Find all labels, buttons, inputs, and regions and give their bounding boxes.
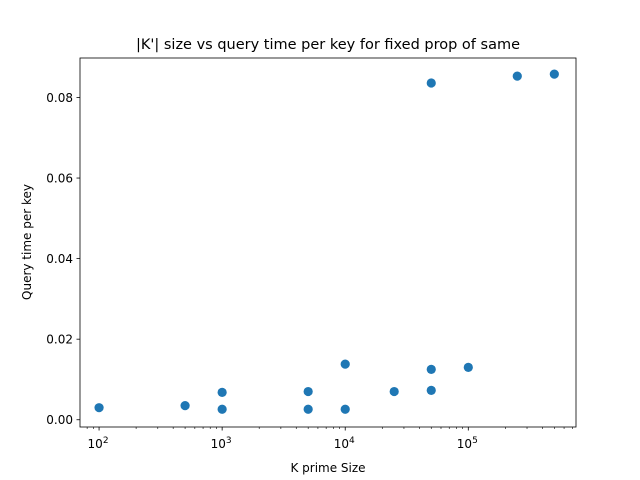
x-tick-label-base: 10 bbox=[457, 437, 472, 451]
data-point bbox=[340, 359, 350, 369]
y-axis-label: Query time per key bbox=[20, 184, 34, 300]
data-point bbox=[426, 364, 436, 374]
y-tick-label: 0.02 bbox=[46, 332, 73, 346]
data-point bbox=[217, 387, 227, 397]
data-point bbox=[426, 78, 436, 88]
x-tick-label-base: 10 bbox=[88, 437, 103, 451]
axes-frame bbox=[79, 57, 577, 428]
data-point bbox=[217, 404, 227, 414]
x-tick-label-base: 10 bbox=[211, 437, 226, 451]
data-point bbox=[512, 71, 522, 81]
y-tick-label: 0.00 bbox=[46, 413, 73, 427]
x-tick-label-base: 10 bbox=[334, 437, 349, 451]
data-point bbox=[389, 386, 399, 397]
y-tick-label: 0.08 bbox=[46, 91, 73, 105]
data-point bbox=[94, 403, 104, 413]
data-point bbox=[463, 362, 473, 372]
data-point bbox=[426, 385, 436, 395]
x-axis-label: K prime Size bbox=[290, 461, 365, 475]
x-tick-label: 105 bbox=[457, 436, 478, 451]
x-tick-label: 102 bbox=[88, 436, 109, 451]
y-tick-label: 0.04 bbox=[46, 252, 73, 266]
chart-title: |K'| size vs query time per key for fixe… bbox=[136, 37, 520, 53]
x-tick-label-exponent: 4 bbox=[349, 436, 355, 446]
data-point bbox=[303, 386, 313, 397]
x-tick-label-exponent: 5 bbox=[472, 436, 478, 446]
x-tick-label: 103 bbox=[211, 436, 232, 451]
data-point bbox=[303, 404, 313, 414]
x-tick-label-exponent: 2 bbox=[103, 436, 109, 446]
y-tick-label: 0.06 bbox=[46, 171, 73, 185]
data-point bbox=[340, 404, 350, 414]
x-tick-label: 104 bbox=[334, 436, 355, 451]
data-point bbox=[180, 401, 190, 411]
data-point bbox=[549, 69, 559, 79]
x-tick-label-exponent: 3 bbox=[226, 436, 232, 446]
